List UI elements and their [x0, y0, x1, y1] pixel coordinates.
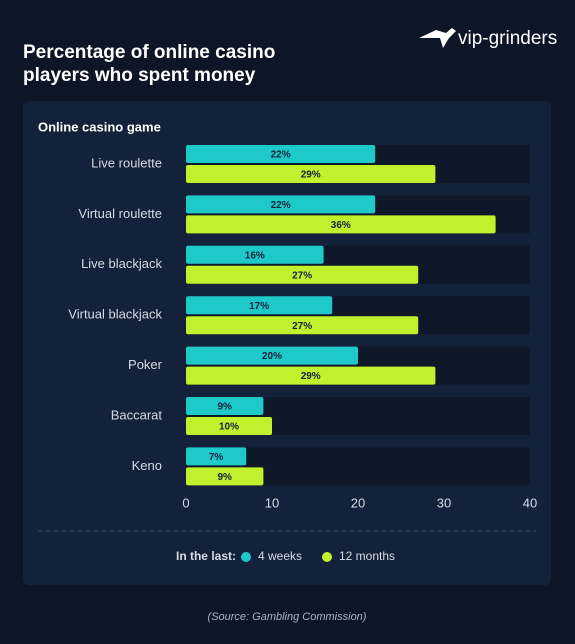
bar	[186, 467, 264, 486]
chart-title: Percentage of online casino players who …	[23, 42, 276, 86]
legend-swatch	[241, 552, 251, 562]
bar	[186, 447, 247, 466]
value-label: 10%	[219, 422, 239, 433]
source: (Source: Gambling Commission)	[208, 611, 367, 623]
bar	[186, 245, 324, 264]
category-label: Poker	[128, 357, 163, 372]
category-label: Keno	[132, 458, 162, 473]
bar	[186, 265, 419, 284]
value-label: 29%	[301, 371, 321, 382]
legend-label: 12 months	[339, 549, 395, 563]
value-label: 27%	[292, 270, 312, 281]
x-tick-label: 10	[265, 495, 279, 510]
value-label: 29%	[301, 170, 321, 181]
bar	[186, 366, 436, 385]
value-label: 20%	[262, 351, 282, 362]
legend-swatch	[322, 552, 332, 562]
bar	[186, 316, 419, 335]
subtitle: Online casino game	[38, 119, 161, 134]
value-label: 22%	[271, 150, 291, 161]
value-label: 17%	[249, 301, 269, 312]
category-label: Virtual blackjack	[68, 307, 162, 322]
value-label: 36%	[331, 220, 351, 231]
legend-label: 4 weeks	[258, 549, 302, 563]
bar	[186, 215, 496, 234]
value-label: 22%	[271, 200, 291, 211]
bar	[186, 296, 333, 315]
category-label: Live blackjack	[81, 256, 162, 271]
bar	[186, 165, 436, 183]
bar	[186, 346, 358, 365]
x-tick-label: 20	[351, 495, 365, 510]
logo: vip-grinders	[458, 28, 557, 49]
value-label: 16%	[245, 250, 265, 261]
category-label: Virtual roulette	[78, 206, 162, 221]
legend-title: In the last:	[176, 549, 236, 563]
logo-icon	[419, 28, 456, 48]
x-tick-label: 30	[437, 495, 451, 510]
bar	[186, 397, 264, 415]
x-tick-label: 0	[182, 495, 189, 510]
value-label: 7%	[209, 452, 224, 463]
category-label: Live roulette	[91, 155, 162, 170]
value-label: 9%	[217, 402, 232, 413]
bar	[186, 195, 376, 214]
category-label: Baccarat	[111, 407, 163, 422]
bar	[186, 145, 376, 163]
value-label: 27%	[292, 321, 312, 332]
bar	[186, 417, 272, 435]
x-tick-label: 40	[523, 495, 537, 510]
value-label: 9%	[217, 472, 232, 483]
